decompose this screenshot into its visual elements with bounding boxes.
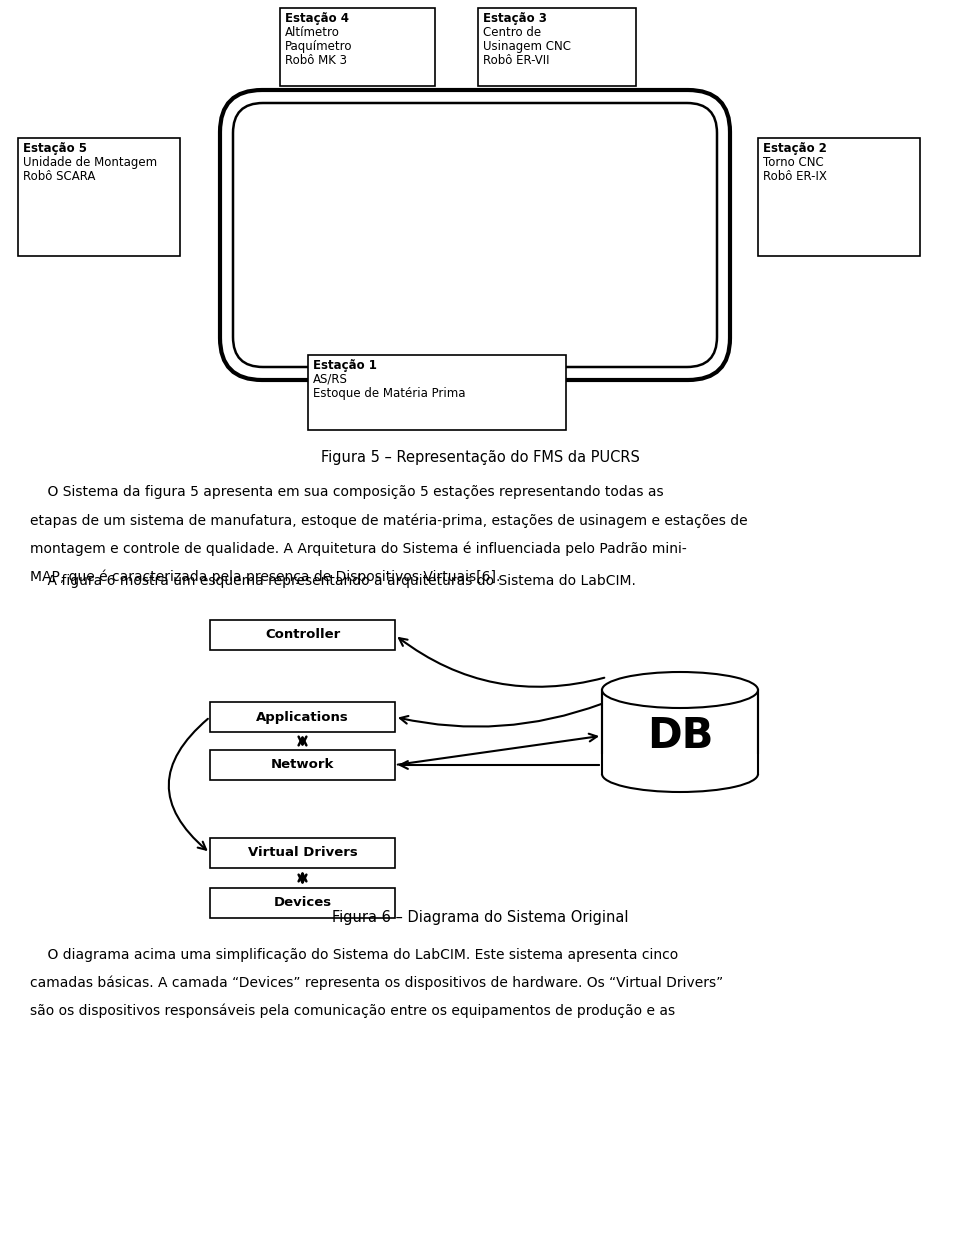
Text: Network: Network — [271, 758, 334, 772]
Text: Torno CNC: Torno CNC — [763, 156, 824, 170]
FancyBboxPatch shape — [233, 104, 717, 367]
FancyArrowPatch shape — [400, 705, 601, 727]
Ellipse shape — [602, 672, 758, 708]
Bar — [602, 690, 758, 774]
FancyBboxPatch shape — [478, 7, 636, 86]
FancyBboxPatch shape — [210, 749, 395, 781]
Text: DB: DB — [647, 715, 713, 757]
FancyArrowPatch shape — [400, 761, 599, 769]
FancyArrowPatch shape — [299, 874, 306, 883]
Text: Paquímetro: Paquímetro — [285, 40, 352, 54]
FancyBboxPatch shape — [210, 702, 395, 732]
Text: Devices: Devices — [274, 897, 331, 909]
Text: Robô MK 3: Robô MK 3 — [285, 54, 347, 67]
FancyBboxPatch shape — [220, 90, 730, 380]
Text: Estação 5: Estação 5 — [23, 142, 87, 155]
Text: Robô ER-VII: Robô ER-VII — [483, 54, 549, 67]
Text: Robô ER-IX: Robô ER-IX — [763, 170, 827, 183]
Text: montagem e controle de qualidade. A Arquitetura do Sistema é influenciada pelo P: montagem e controle de qualidade. A Arqu… — [30, 541, 686, 555]
FancyArrowPatch shape — [397, 733, 597, 764]
Text: Usinagem CNC: Usinagem CNC — [483, 40, 571, 54]
FancyBboxPatch shape — [308, 355, 566, 430]
FancyBboxPatch shape — [758, 138, 920, 256]
Text: Controller: Controller — [265, 628, 340, 641]
Text: Figura 5 – Representação do FMS da PUCRS: Figura 5 – Representação do FMS da PUCRS — [321, 450, 639, 465]
Text: Estação 3: Estação 3 — [483, 12, 547, 25]
Text: camadas básicas. A camada “Devices” representa os dispositivos de hardware. Os “: camadas básicas. A camada “Devices” repr… — [30, 976, 723, 990]
Text: Estação 1: Estação 1 — [313, 359, 377, 372]
FancyBboxPatch shape — [18, 138, 180, 256]
Text: Estação 4: Estação 4 — [285, 12, 349, 25]
Text: Altímetro: Altímetro — [285, 26, 340, 39]
Text: Figura 6 – Diagrama do Sistema Original: Figura 6 – Diagrama do Sistema Original — [332, 910, 628, 925]
Ellipse shape — [602, 756, 758, 792]
FancyArrowPatch shape — [169, 718, 208, 849]
Text: Virtual Drivers: Virtual Drivers — [248, 847, 357, 859]
Text: Applications: Applications — [256, 711, 348, 723]
FancyBboxPatch shape — [280, 7, 435, 86]
FancyArrowPatch shape — [399, 638, 604, 687]
Text: MAP, que é caracterizada pela presença de Dispositivos Virtuais[6].: MAP, que é caracterizada pela presença d… — [30, 569, 500, 584]
Text: Estoque de Matéria Prima: Estoque de Matéria Prima — [313, 387, 466, 400]
Text: são os dispositivos responsáveis pela comunicação entre os equipamentos de produ: são os dispositivos responsáveis pela co… — [30, 1004, 675, 1019]
Text: Robô SCARA: Robô SCARA — [23, 170, 95, 183]
Text: Unidade de Montagem: Unidade de Montagem — [23, 156, 157, 170]
Text: A figura 6 mostra um esquema representando a arquiteturas do Sistema do LabCIM.: A figura 6 mostra um esquema representan… — [30, 574, 636, 589]
Text: O diagrama acima uma simplificação do Sistema do LabCIM. Este sistema apresenta : O diagrama acima uma simplificação do Si… — [30, 948, 679, 961]
FancyBboxPatch shape — [210, 838, 395, 868]
Text: etapas de um sistema de manufatura, estoque de matéria-prima, estações de usinag: etapas de um sistema de manufatura, esto… — [30, 513, 748, 527]
FancyArrowPatch shape — [299, 737, 306, 746]
FancyBboxPatch shape — [210, 620, 395, 650]
Bar — [600, 754, 760, 774]
FancyBboxPatch shape — [210, 888, 395, 918]
Text: AS/RS: AS/RS — [313, 373, 348, 387]
Text: Centro de: Centro de — [483, 26, 541, 39]
Text: Estação 2: Estação 2 — [763, 142, 827, 155]
Text: O Sistema da figura 5 apresenta em sua composição 5 estações representando todas: O Sistema da figura 5 apresenta em sua c… — [30, 485, 663, 499]
